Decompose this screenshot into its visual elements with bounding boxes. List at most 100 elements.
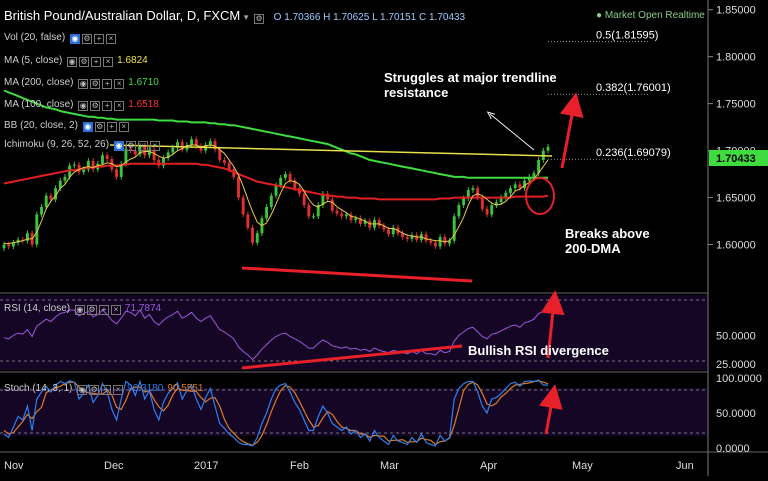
candle-body — [119, 163, 123, 177]
candle-body — [129, 148, 133, 151]
eye-icon[interactable]: ◉ — [78, 79, 89, 89]
stoch-k-value: 90.3180 — [127, 383, 164, 394]
add-icon[interactable]: + — [93, 34, 104, 44]
gear-icon[interactable]: ⚙ — [89, 385, 100, 395]
indicator-ma5[interactable]: MA (5, close) ◉ ⚙ + × 1.6824 — [4, 55, 148, 67]
eye-icon[interactable]: ◉ — [67, 57, 78, 67]
eye-icon[interactable]: ◉ — [77, 385, 88, 395]
candle-body — [237, 176, 240, 198]
indicator-value: 1.6518 — [128, 99, 159, 110]
annotation-divergence: Bullish RSI divergence — [468, 343, 609, 358]
price-tick-label: 1.75000 — [716, 99, 756, 111]
add-icon[interactable]: + — [101, 385, 112, 395]
price-support-line — [241, 266, 473, 283]
candle-body — [40, 206, 43, 215]
candle-body — [485, 208, 489, 215]
rsi-label: RSI (14, close) — [4, 303, 71, 314]
candle-body — [518, 184, 522, 189]
candle-body — [194, 139, 198, 146]
indicator-vol[interactable]: Vol (20, false) ◉ ⚙ + × — [4, 32, 116, 44]
chart-title[interactable]: British Pound/Australian Dollar, D, FXCM — [4, 8, 241, 23]
remove-icon[interactable]: × — [114, 101, 125, 111]
candle-body — [480, 197, 484, 209]
add-icon[interactable]: + — [106, 122, 117, 132]
time-tick-label: Apr — [480, 460, 497, 472]
add-icon[interactable]: + — [91, 57, 102, 67]
candle-body — [101, 155, 104, 164]
indicator-label: Ichimoku (9, 26, 52, 26) — [4, 139, 110, 150]
stoch-d-line — [3, 380, 549, 446]
eye-icon[interactable]: ◉ — [74, 305, 85, 315]
candle-body — [7, 244, 11, 247]
time-tick-label: Mar — [380, 460, 399, 472]
candle-body — [180, 142, 184, 150]
candle-body — [49, 195, 53, 200]
candle-body — [218, 149, 222, 160]
time-tick-label: May — [572, 460, 593, 472]
candle-body — [513, 184, 517, 189]
candle-body — [499, 197, 503, 203]
indicator-ichimoku[interactable]: Ichimoku (9, 26, 52, 26) ◉ ⚙ + × — [4, 139, 160, 151]
gear-icon[interactable]: ⚙ — [86, 305, 97, 315]
gear-icon[interactable]: ⚙ — [90, 79, 101, 89]
stoch-label: Stoch (14, 3, 1) — [4, 383, 73, 394]
candle-body — [382, 225, 386, 230]
add-icon[interactable]: + — [98, 305, 109, 315]
candle-body — [44, 195, 48, 207]
price-tag-bg — [709, 150, 768, 166]
remove-icon[interactable]: × — [110, 305, 121, 315]
candle-body — [433, 242, 437, 247]
candle-body — [82, 169, 86, 173]
gear-icon[interactable]: ⚙ — [79, 57, 90, 67]
indicator-label: Vol (20, false) — [4, 32, 66, 43]
rsi-tick-label: 25.0000 — [716, 359, 756, 371]
candle-body — [105, 155, 109, 160]
annotation-trendline-line1: Struggles at major trendline — [384, 70, 557, 85]
indicator-ma200[interactable]: MA (200, close) ◉ ⚙ + × 1.6710 — [4, 77, 159, 89]
indicator-bb[interactable]: BB (20, close, 2) ◉ ⚙ + × — [4, 120, 129, 132]
fib-level-label: 0.5(1.81595) — [596, 30, 658, 42]
gear-icon[interactable]: ⚙ — [125, 141, 136, 151]
candle-body — [330, 199, 334, 211]
candle-body — [63, 176, 67, 181]
gear-icon[interactable]: ⚙ — [81, 34, 92, 44]
candle-body — [476, 188, 480, 198]
price-tick-label: 1.60000 — [716, 240, 756, 252]
rsi-legend[interactable]: RSI (14, close) ◉ ⚙ + × 71.7874 — [4, 303, 161, 315]
trendline-resistance — [109, 144, 553, 157]
gear-icon[interactable]: ⚙ — [94, 122, 105, 132]
eye-icon[interactable]: ◉ — [82, 122, 93, 132]
eye-icon[interactable]: ◉ — [113, 141, 124, 151]
indicator-ma100[interactable]: MA (100, close) ◉ ⚙ + × 1.6518 — [4, 99, 159, 111]
eye-icon[interactable]: ◉ — [78, 101, 89, 111]
add-icon[interactable]: + — [102, 101, 113, 111]
candle-body — [494, 202, 498, 206]
add-icon[interactable]: + — [137, 141, 148, 151]
gear-icon[interactable]: ⚙ — [90, 101, 101, 111]
time-tick-label: Dec — [104, 460, 124, 472]
indicator-label: MA (200, close) — [4, 77, 74, 88]
up-arrow-rsi — [540, 290, 565, 359]
settings-icon[interactable]: ⚙ — [254, 14, 265, 24]
annotation-trendline-line2: resistance — [384, 85, 448, 100]
remove-icon[interactable]: × — [118, 122, 129, 132]
rsi-line — [3, 309, 549, 361]
candle-body — [25, 233, 29, 241]
candle-body — [391, 227, 395, 235]
remove-icon[interactable]: × — [113, 385, 124, 395]
chart-title-bar[interactable]: British Pound/Australian Dollar, D, FXCM… — [4, 8, 465, 24]
candle-body — [410, 235, 414, 239]
symbol-dropdown-icon[interactable]: ▾ — [243, 12, 249, 22]
remove-icon[interactable]: × — [105, 34, 116, 44]
stoch-legend[interactable]: Stoch (14, 3, 1) ◉ ⚙ + × 90.3180 90.5551 — [4, 383, 203, 395]
time-tick-label: Nov — [4, 460, 24, 472]
time-tick-label: Feb — [290, 460, 309, 472]
eye-icon[interactable]: ◉ — [69, 34, 80, 44]
remove-icon[interactable]: × — [103, 57, 114, 67]
add-icon[interactable]: + — [102, 79, 113, 89]
remove-icon[interactable]: × — [149, 141, 160, 151]
ohlc-values: O 1.70366 H 1.70625 L 1.70151 C 1.70433 — [273, 12, 466, 23]
remove-icon[interactable]: × — [114, 79, 125, 89]
